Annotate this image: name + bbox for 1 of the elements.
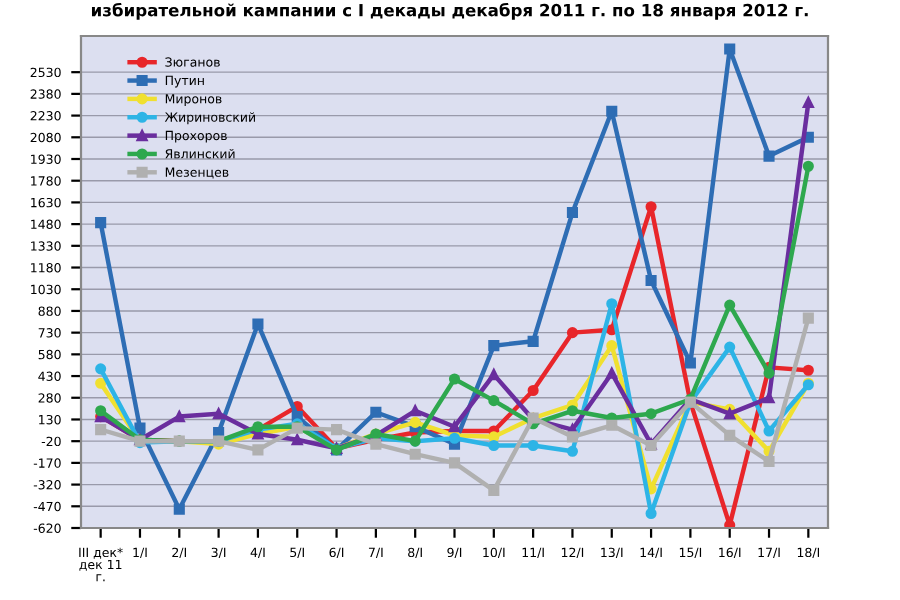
chart-title: избирательной кампании с I декады декабря 2011 г. по 18 января 2012 г. — [91, 3, 808, 20]
